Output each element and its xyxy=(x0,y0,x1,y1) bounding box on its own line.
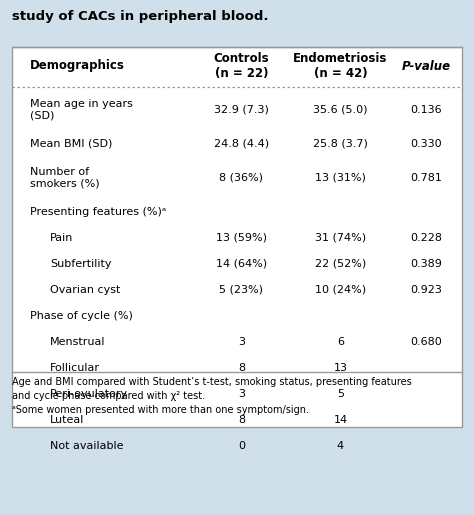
Text: 5 (23%): 5 (23%) xyxy=(219,285,264,295)
Text: 0.781: 0.781 xyxy=(410,173,442,183)
Text: 13: 13 xyxy=(334,363,347,373)
Text: Endometriosis
(n = 42): Endometriosis (n = 42) xyxy=(293,52,388,80)
Text: 0.330: 0.330 xyxy=(410,139,442,149)
Text: ᵃSome women presented with more than one symptom/sign.: ᵃSome women presented with more than one… xyxy=(12,405,309,415)
Text: Menstrual: Menstrual xyxy=(50,337,106,347)
Text: Mean BMI (SD): Mean BMI (SD) xyxy=(30,139,112,149)
FancyBboxPatch shape xyxy=(12,47,462,427)
Text: Pain: Pain xyxy=(50,233,73,243)
Text: 8: 8 xyxy=(238,363,245,373)
Text: 14 (64%): 14 (64%) xyxy=(216,259,267,269)
Text: Ovarian cyst: Ovarian cyst xyxy=(50,285,120,295)
Text: Mean age in years
(SD): Mean age in years (SD) xyxy=(30,99,133,121)
Text: 4: 4 xyxy=(337,441,344,451)
Text: Follicular: Follicular xyxy=(50,363,100,373)
Text: 8: 8 xyxy=(238,415,245,425)
Text: study of CACs in peripheral blood.: study of CACs in peripheral blood. xyxy=(12,10,268,23)
Text: and cycle phase compared with χ² test.: and cycle phase compared with χ² test. xyxy=(12,391,205,401)
Text: 0.923: 0.923 xyxy=(410,285,442,295)
Text: Age and BMI compared with Student’s t-test, smoking status, presenting features: Age and BMI compared with Student’s t-te… xyxy=(12,377,412,387)
Text: P-value: P-value xyxy=(401,60,451,73)
Text: 14: 14 xyxy=(333,415,347,425)
Text: 0.136: 0.136 xyxy=(410,105,442,115)
Text: 3: 3 xyxy=(238,389,245,399)
Text: Not available: Not available xyxy=(50,441,124,451)
Text: 0: 0 xyxy=(238,441,245,451)
Text: Presenting features (%)ᵃ: Presenting features (%)ᵃ xyxy=(30,207,166,217)
Text: 5: 5 xyxy=(337,389,344,399)
Text: 35.6 (5.0): 35.6 (5.0) xyxy=(313,105,368,115)
Text: Controls
(n = 22): Controls (n = 22) xyxy=(214,52,269,80)
Text: 32.9 (7.3): 32.9 (7.3) xyxy=(214,105,269,115)
Text: 25.8 (3.7): 25.8 (3.7) xyxy=(313,139,368,149)
Text: 22 (52%): 22 (52%) xyxy=(315,259,366,269)
Text: 0.228: 0.228 xyxy=(410,233,442,243)
Text: Peri-ovulatory: Peri-ovulatory xyxy=(50,389,128,399)
Text: Demographics: Demographics xyxy=(30,60,125,73)
Text: 3: 3 xyxy=(238,337,245,347)
Text: 13 (31%): 13 (31%) xyxy=(315,173,366,183)
Text: 0.680: 0.680 xyxy=(410,337,442,347)
Text: Number of
smokers (%): Number of smokers (%) xyxy=(30,167,100,189)
Text: 6: 6 xyxy=(337,337,344,347)
Text: Subfertility: Subfertility xyxy=(50,259,112,269)
Text: Luteal: Luteal xyxy=(50,415,85,425)
Text: 31 (74%): 31 (74%) xyxy=(315,233,366,243)
Text: 13 (59%): 13 (59%) xyxy=(216,233,267,243)
Text: 10 (24%): 10 (24%) xyxy=(315,285,366,295)
Text: Phase of cycle (%): Phase of cycle (%) xyxy=(30,311,133,321)
Text: 0.389: 0.389 xyxy=(410,259,442,269)
Text: 24.8 (4.4): 24.8 (4.4) xyxy=(214,139,269,149)
Text: 8 (36%): 8 (36%) xyxy=(219,173,264,183)
